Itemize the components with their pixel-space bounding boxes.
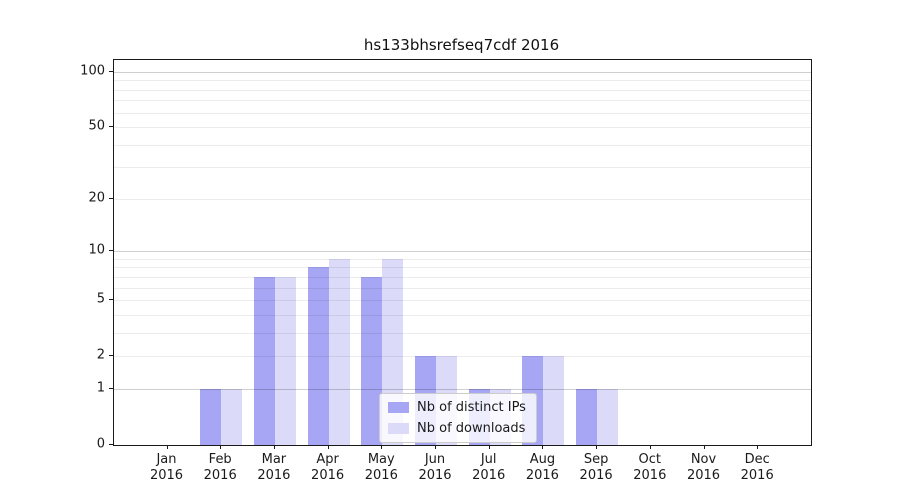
legend-item-downloads: Nb of downloads [388, 421, 526, 436]
gridline-50 [114, 127, 811, 129]
gridline-2 [114, 356, 811, 358]
x-tick-label-jun: Jun 2016 [418, 452, 452, 483]
x-tick-label-mar: Mar 2016 [257, 452, 291, 483]
y-tick-label-2: 2 [96, 347, 105, 363]
bar-downloads-mar [274, 276, 296, 445]
x-tick-mark-oct [649, 445, 651, 449]
y-tick-mark-20 [109, 197, 113, 199]
y-tick-mark-100 [109, 70, 113, 72]
gridline-20 [114, 198, 811, 200]
bar-downloads-feb [221, 388, 243, 445]
y-tick-mark-2 [109, 355, 113, 357]
gridline-40 [114, 144, 811, 146]
y-tick-label-20: 20 [88, 190, 105, 206]
bar-distinct-ips-feb [200, 388, 222, 445]
y-tick-label-10: 10 [88, 242, 105, 258]
gridline-60 [114, 112, 811, 114]
gridline-7 [114, 276, 811, 278]
y-tick-mark-1 [109, 387, 113, 389]
x-tick-mark-may [381, 445, 383, 449]
x-tick-mark-dec [757, 445, 759, 449]
gridline-9 [114, 258, 811, 260]
gridline-5 [114, 300, 811, 302]
gridline-70 [114, 100, 811, 102]
x-tick-mark-sep [596, 445, 598, 449]
y-tick-label-1: 1 [96, 380, 105, 396]
y-tick-label-50: 50 [88, 118, 105, 134]
gridline-10 [114, 251, 811, 253]
y-tick-mark-10 [109, 250, 113, 252]
y-tick-label-5: 5 [96, 291, 105, 307]
gridline-3 [114, 332, 811, 334]
gridline-100 [114, 71, 811, 73]
x-tick-label-oct: Oct 2016 [633, 452, 667, 483]
legend-label-distinct-ips: Nb of distinct IPs [417, 400, 526, 415]
x-tick-mark-jan [166, 445, 168, 449]
y-tick-label-0: 0 [96, 436, 105, 452]
x-tick-mark-nov [703, 445, 705, 449]
plot-area: Nb of distinct IPs Nb of downloads [113, 59, 812, 446]
gridline-6 [114, 287, 811, 289]
x-tick-label-feb: Feb 2016 [203, 452, 237, 483]
bar-downloads-aug [543, 356, 565, 445]
bar-distinct-ips-sep [576, 388, 598, 445]
bar-distinct-ips-may [361, 276, 383, 445]
gridline-30 [114, 167, 811, 169]
gridline-8 [114, 267, 811, 269]
x-tick-mark-apr [327, 445, 329, 449]
x-tick-label-apr: Apr 2016 [311, 452, 345, 483]
gridline-90 [114, 80, 811, 82]
gridline-1 [114, 388, 811, 390]
x-tick-mark-feb [220, 445, 222, 449]
legend-item-distinct-ips: Nb of distinct IPs [388, 400, 526, 415]
x-tick-label-sep: Sep 2016 [579, 452, 613, 483]
x-tick-label-aug: Aug 2016 [525, 452, 559, 483]
legend: Nb of distinct IPs Nb of downloads [379, 393, 537, 443]
x-tick-label-jan: Jan 2016 [149, 452, 184, 483]
x-tick-label-nov: Nov 2016 [686, 452, 721, 483]
bar-downloads-sep [597, 388, 619, 445]
y-tick-mark-0 [109, 444, 113, 445]
x-tick-mark-mar [273, 445, 275, 449]
legend-swatch-distinct-ips [388, 402, 409, 413]
gridline-4 [114, 314, 811, 316]
legend-label-downloads: Nb of downloads [417, 421, 526, 436]
y-tick-label-100: 100 [80, 63, 105, 79]
y-tick-mark-5 [109, 299, 113, 301]
legend-swatch-downloads [388, 423, 409, 434]
chart-title: hs133bhsrefseq7cdf 2016 [363, 36, 560, 54]
bar-distinct-ips-mar [253, 276, 275, 445]
x-tick-mark-jul [488, 445, 490, 449]
gridline-80 [114, 89, 811, 91]
x-tick-mark-aug [542, 445, 544, 449]
x-tick-label-jul: Jul 2016 [472, 452, 506, 483]
bar-downloads-apr [328, 258, 350, 445]
x-tick-label-may: May 2016 [364, 452, 398, 483]
x-tick-label-dec: Dec 2016 [740, 452, 774, 483]
y-tick-mark-50 [109, 126, 113, 128]
x-tick-mark-jun [435, 445, 436, 449]
bar-distinct-ips-apr [307, 267, 329, 445]
